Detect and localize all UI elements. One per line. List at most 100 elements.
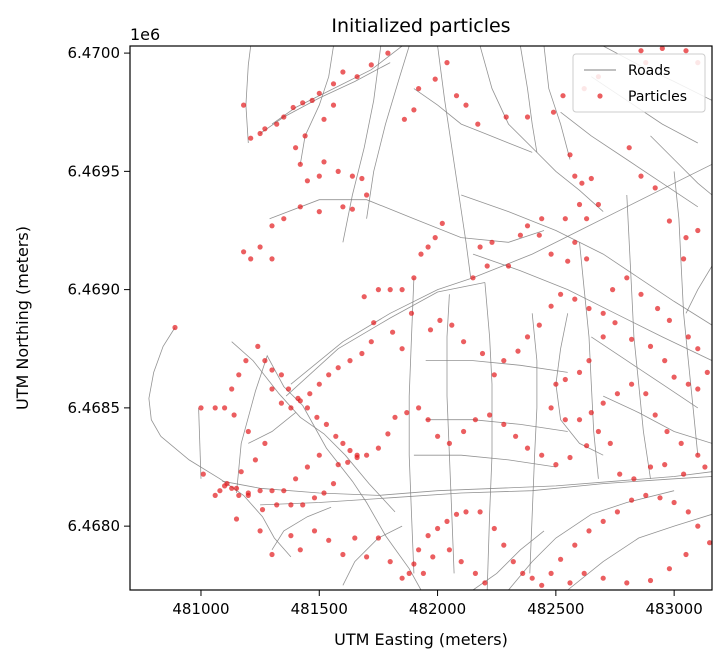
particle-point <box>629 497 635 503</box>
legend-particles-swatch <box>597 93 603 99</box>
particle-point <box>453 93 460 99</box>
particles-layer <box>172 46 712 588</box>
particle-point <box>607 440 613 446</box>
road-27 <box>446 294 455 574</box>
particle-point <box>576 369 583 375</box>
particle-point <box>624 275 630 281</box>
particle-point <box>222 483 228 489</box>
particle-point <box>612 320 618 326</box>
particle-point <box>269 551 275 558</box>
particle-point <box>560 93 566 99</box>
particle-point <box>463 102 469 108</box>
road-28 <box>484 282 493 590</box>
particle-point <box>302 133 308 139</box>
road-14 <box>342 46 382 243</box>
legend: Roads Particles <box>572 53 706 113</box>
particle-point <box>600 575 606 581</box>
particle-point <box>435 525 441 532</box>
particle-point <box>241 249 247 255</box>
road-46 <box>650 135 712 196</box>
particle-point <box>695 523 701 529</box>
particle-point <box>416 547 422 553</box>
particle-point <box>316 209 322 215</box>
particle-point <box>513 433 519 439</box>
particle-point <box>524 334 531 340</box>
particle-point <box>567 580 573 586</box>
particle-point <box>704 369 710 375</box>
legend-box <box>572 53 706 113</box>
y-tick-label: 6.4700 <box>68 44 121 62</box>
particle-point <box>278 372 284 378</box>
particle-point <box>364 452 370 458</box>
particle-point <box>236 372 242 378</box>
road-6 <box>260 476 712 506</box>
particle-point <box>411 107 417 113</box>
x-tick-label: 481000 <box>172 600 229 618</box>
particle-point <box>536 322 542 328</box>
particle-point <box>340 551 346 558</box>
particle-point <box>624 580 630 586</box>
particle-point <box>259 507 266 513</box>
particle-point <box>425 417 431 423</box>
particle-point <box>269 367 275 373</box>
particle-point <box>375 287 381 293</box>
particle-point <box>368 62 374 68</box>
particle-point <box>702 464 708 470</box>
particle-point <box>576 201 583 208</box>
particle-point <box>427 327 434 333</box>
particle-point <box>629 381 635 387</box>
particle-point <box>297 161 303 167</box>
particle-point <box>245 428 251 435</box>
particle-point <box>505 263 512 269</box>
particle-point <box>600 518 606 525</box>
particle-point <box>475 121 481 127</box>
particle-point <box>662 358 668 364</box>
y-tick-label: 6.4695 <box>68 162 121 180</box>
particle-point <box>501 358 507 364</box>
particle-point <box>335 462 341 468</box>
particle-point <box>472 570 478 577</box>
particle-point <box>584 443 590 449</box>
particle-point <box>548 405 554 411</box>
particle-point <box>248 135 254 141</box>
particle-point <box>629 336 635 342</box>
particle-point <box>269 488 275 494</box>
particle-point <box>385 431 391 437</box>
x-tick-label: 483000 <box>646 600 703 618</box>
road-11 <box>259 62 391 134</box>
particle-point <box>647 464 654 470</box>
particle-point <box>643 492 649 498</box>
road-25 <box>472 253 712 361</box>
particle-point <box>600 310 606 316</box>
particle-point <box>553 381 559 387</box>
particle-point <box>695 386 701 392</box>
road-19 <box>520 46 538 153</box>
particle-point <box>491 525 497 532</box>
particle-point <box>647 577 654 584</box>
particle-point <box>435 433 441 439</box>
particle-point <box>316 173 322 179</box>
particle-point <box>461 339 467 345</box>
particle-point <box>300 100 306 106</box>
road-35 <box>413 454 556 468</box>
road-12 <box>245 46 252 144</box>
particle-point <box>695 227 701 234</box>
road-43 <box>342 525 403 586</box>
particle-point <box>326 537 332 543</box>
road-4 <box>231 341 396 513</box>
particle-point <box>666 317 673 323</box>
particle-point <box>600 334 606 340</box>
particle-point <box>652 412 658 418</box>
particle-point <box>281 488 287 494</box>
particle-point <box>685 381 691 387</box>
particle-point <box>446 440 452 446</box>
particle-point <box>558 556 564 562</box>
particle-point <box>638 173 644 179</box>
particle-point <box>647 343 654 349</box>
particle-point <box>659 46 665 51</box>
particle-point <box>309 97 315 103</box>
particle-point <box>385 50 391 56</box>
particle-point <box>664 428 670 435</box>
particle-point <box>269 256 275 262</box>
y-tick-label: 6.4685 <box>68 399 121 417</box>
